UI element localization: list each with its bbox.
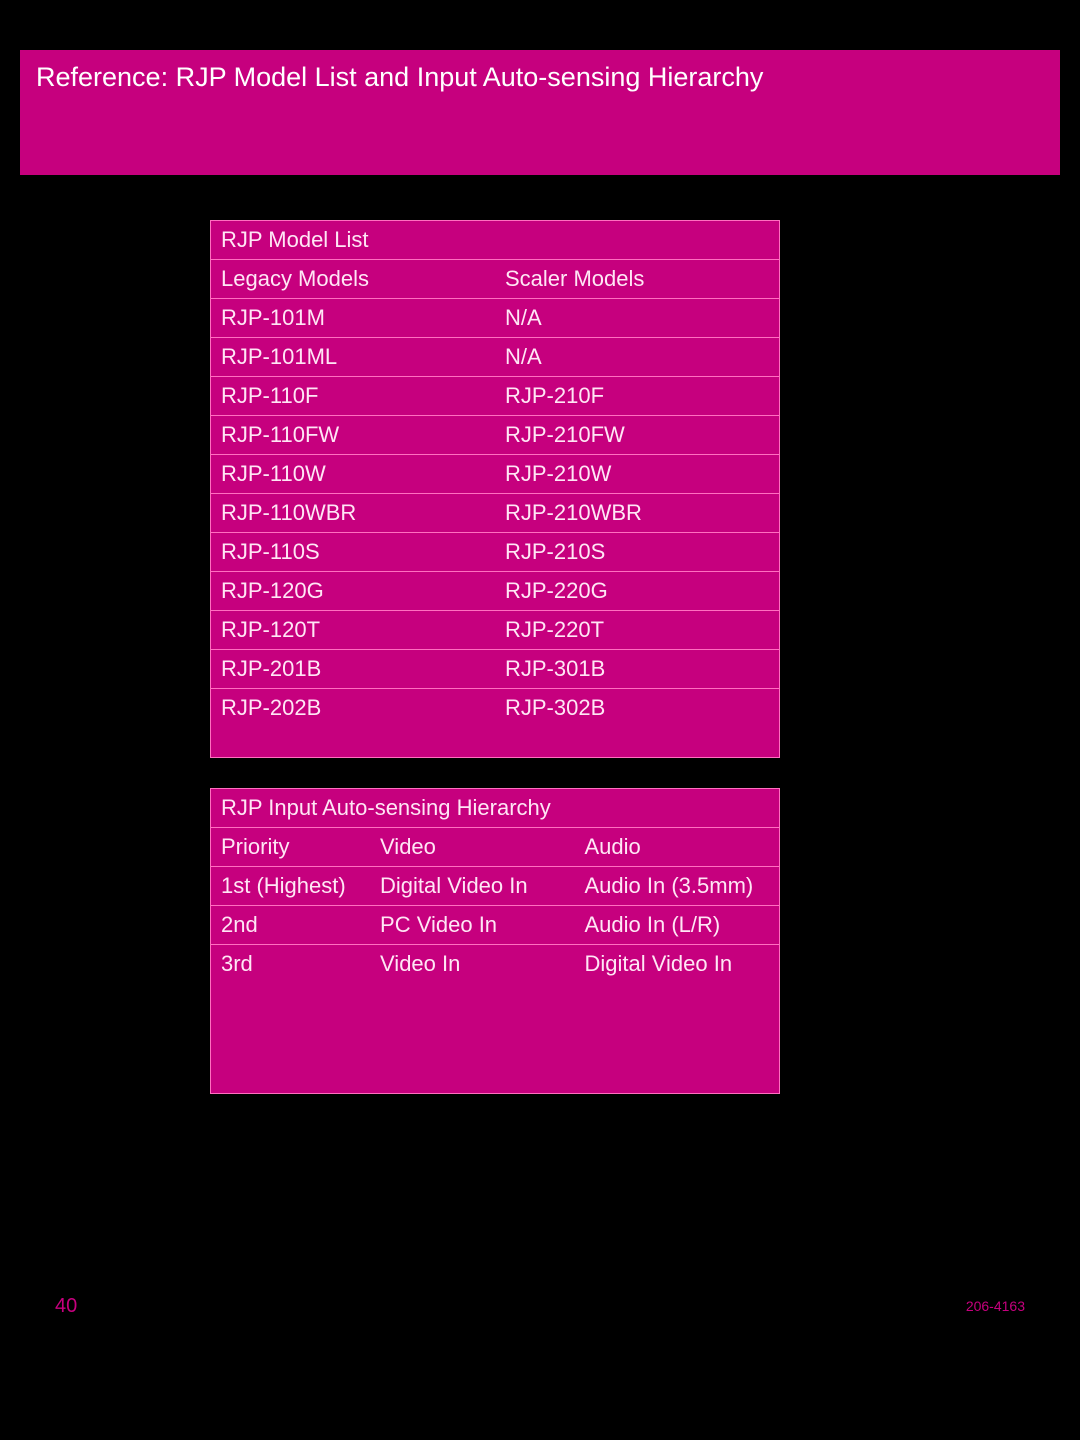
hierarchy-body: PriorityVideoAudio1st (Highest)Digital V… xyxy=(211,828,779,983)
table-cell: 1st (Highest) xyxy=(211,867,370,906)
table-cell: RJP-220T xyxy=(495,611,779,650)
column-header: Priority xyxy=(211,828,370,867)
table-cell: RJP-302B xyxy=(495,689,779,728)
table-row: RJP-110WBRRJP-210WBR xyxy=(211,494,779,533)
hierarchy-padding xyxy=(211,983,779,1093)
page-header-title: Reference: RJP Model List and Input Auto… xyxy=(36,62,763,92)
hierarchy-title: RJP Input Auto-sensing Hierarchy xyxy=(211,789,779,828)
table-cell: Digital Video In xyxy=(370,867,574,906)
table-cell: RJP-210FW xyxy=(495,416,779,455)
table-row: RJP-101MN/A xyxy=(211,299,779,338)
table-cell: RJP-210S xyxy=(495,533,779,572)
column-header: Audio xyxy=(575,828,780,867)
table-cell: Audio In (3.5mm) xyxy=(575,867,780,906)
table-cell: Digital Video In xyxy=(575,945,780,984)
table-row: 1st (Highest)Digital Video InAudio In (3… xyxy=(211,867,779,906)
table-cell: RJP-110W xyxy=(211,455,495,494)
table-cell: RJP-210WBR xyxy=(495,494,779,533)
tables-container: RJP Model List Legacy ModelsScaler Model… xyxy=(210,220,780,1124)
page-number: 40 xyxy=(55,1295,77,1318)
doc-code: 206-4163 xyxy=(966,1298,1025,1314)
table-cell: RJP-220G xyxy=(495,572,779,611)
column-header: Scaler Models xyxy=(495,260,779,299)
table-cell: Video In xyxy=(370,945,574,984)
table-cell: RJP-110S xyxy=(211,533,495,572)
table-cell: RJP-110F xyxy=(211,377,495,416)
table-cell: 3rd xyxy=(211,945,370,984)
table-cell: RJP-120T xyxy=(211,611,495,650)
table-row: RJP-202BRJP-302B xyxy=(211,689,779,728)
table-cell: RJP-101M xyxy=(211,299,495,338)
table-cell: RJP-110WBR xyxy=(211,494,495,533)
table-cell: RJP-202B xyxy=(211,689,495,728)
table-cell: N/A xyxy=(495,299,779,338)
table-cell: Audio In (L/R) xyxy=(575,906,780,945)
table-row: 3rdVideo InDigital Video In xyxy=(211,945,779,984)
model-list-body: Legacy ModelsScaler ModelsRJP-101MN/ARJP… xyxy=(211,260,779,727)
column-header: Video xyxy=(370,828,574,867)
table-cell: RJP-201B xyxy=(211,650,495,689)
page-header: Reference: RJP Model List and Input Auto… xyxy=(20,50,1060,175)
table-row: RJP-110SRJP-210S xyxy=(211,533,779,572)
table-cell: RJP-210W xyxy=(495,455,779,494)
model-list-table: RJP Model List Legacy ModelsScaler Model… xyxy=(210,220,780,758)
model-list-padding xyxy=(211,727,779,757)
table-cell: RJP-110FW xyxy=(211,416,495,455)
table-cell: RJP-210F xyxy=(495,377,779,416)
table-row: RJP-110FRJP-210F xyxy=(211,377,779,416)
table-cell: 2nd xyxy=(211,906,370,945)
table-cell: RJP-120G xyxy=(211,572,495,611)
table-cell: N/A xyxy=(495,338,779,377)
table-row: RJP-101MLN/A xyxy=(211,338,779,377)
table-cell: RJP-101ML xyxy=(211,338,495,377)
table-row: 2ndPC Video InAudio In (L/R) xyxy=(211,906,779,945)
table-row: RJP-120TRJP-220T xyxy=(211,611,779,650)
table-cell: PC Video In xyxy=(370,906,574,945)
table-row: RJP-110FWRJP-210FW xyxy=(211,416,779,455)
table-row: RJP-120GRJP-220G xyxy=(211,572,779,611)
model-list-title: RJP Model List xyxy=(211,221,779,260)
table-row: RJP-201BRJP-301B xyxy=(211,650,779,689)
hierarchy-table: RJP Input Auto-sensing Hierarchy Priorit… xyxy=(210,788,780,1094)
column-header: Legacy Models xyxy=(211,260,495,299)
table-row: RJP-110WRJP-210W xyxy=(211,455,779,494)
table-cell: RJP-301B xyxy=(495,650,779,689)
